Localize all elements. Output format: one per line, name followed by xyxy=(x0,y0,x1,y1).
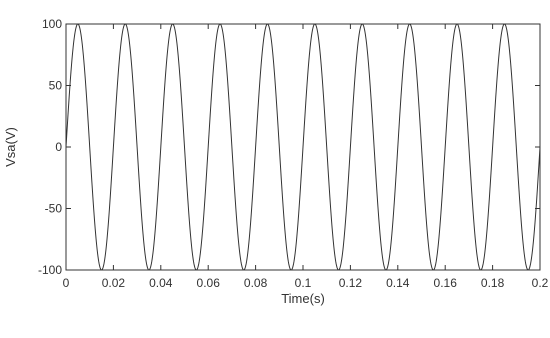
x-axis-title: Time(s) xyxy=(281,291,325,306)
y-tick-label: -100 xyxy=(38,263,62,277)
x-tick-label: 0.2 xyxy=(532,276,549,290)
y-axis-title: Vsa(V) xyxy=(3,127,18,167)
x-tick-label: 0.02 xyxy=(102,276,126,290)
y-tick-label: -50 xyxy=(45,202,63,216)
x-tick-label: 0.12 xyxy=(339,276,363,290)
series-line-vsa xyxy=(65,23,541,271)
x-tick-label: 0.1 xyxy=(295,276,312,290)
y-tick-label: 50 xyxy=(49,79,63,93)
y-tick-label: 0 xyxy=(55,140,62,154)
x-tick-label: 0.16 xyxy=(434,276,458,290)
x-tick-label: 0.04 xyxy=(149,276,173,290)
y-tick-label: 100 xyxy=(42,17,62,31)
x-tick-label: 0 xyxy=(63,276,70,290)
x-tick-label: 0.08 xyxy=(244,276,268,290)
x-tick-label: 0.06 xyxy=(197,276,221,290)
y-axis-ticks: 100 50 0 -50 -100 xyxy=(38,17,540,277)
x-axis-ticks: 0 0.02 0.04 0.06 0.08 0.1 0.12 0.14 0.16 0.18 0.2 xyxy=(63,24,549,290)
x-tick-label: 0.18 xyxy=(481,276,505,290)
x-tick-label: 0.14 xyxy=(386,276,410,290)
